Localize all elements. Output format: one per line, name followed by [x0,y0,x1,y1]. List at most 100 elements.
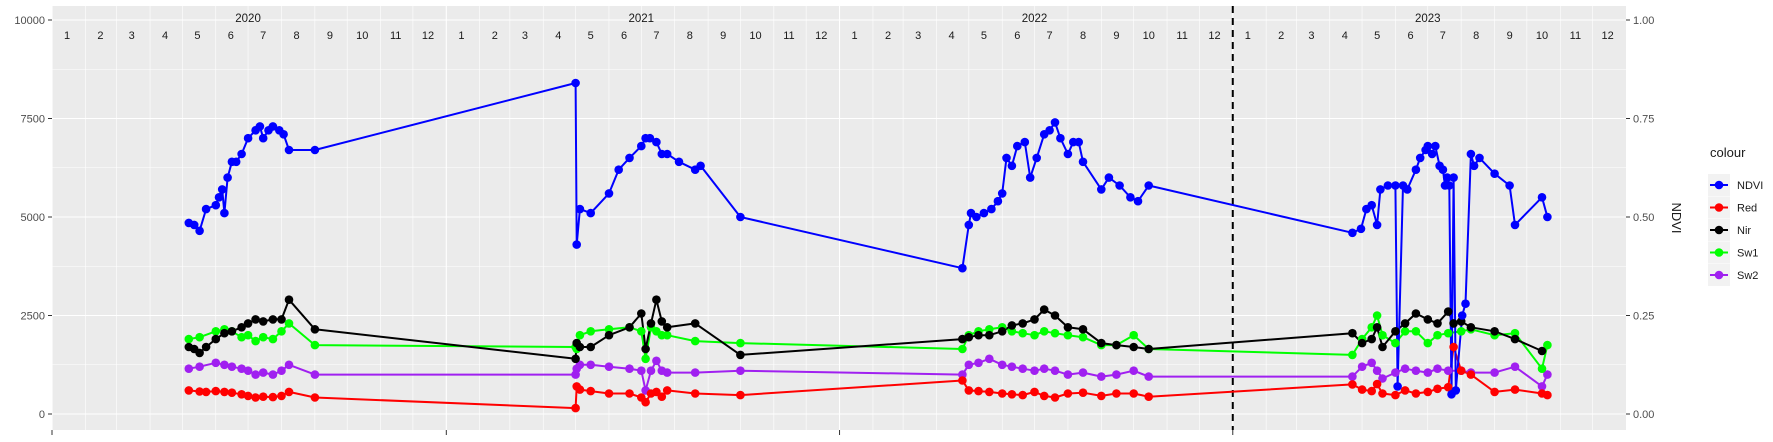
month-label: 8 [1473,30,1479,42]
data-point-sw1 [1443,328,1453,338]
year-label: 2023 [1415,13,1441,25]
data-point-sw2 [284,360,294,370]
data-point-ndvi [1423,141,1433,151]
y-left-tick-label: 5000 [21,212,45,224]
legend: colour NDVI Red Nir Sw1 Sw2 [1708,145,1763,286]
data-point-red [268,392,278,402]
data-point-nir [1039,305,1049,314]
data-point-nir [1078,325,1088,334]
data-point-red [1449,342,1458,352]
data-point-nir [604,330,614,340]
data-point-sw2 [1007,362,1017,372]
data-point-ndvi [1469,161,1479,171]
data-point-red [662,386,672,395]
data-point-sw1 [575,330,585,340]
data-point-nir [1490,327,1499,336]
data-point-sw2 [646,366,656,376]
data-point-sw1 [310,340,320,350]
data-point-nir [637,309,646,318]
data-point-sw2 [1378,374,1387,383]
series-lines [184,6,1552,430]
month-label: 2 [885,30,891,42]
data-point-red [1097,391,1106,401]
data-point-sw1 [586,327,595,336]
month-label: 8 [293,30,299,42]
data-point-nir [310,325,320,334]
month-label: 7 [1440,30,1446,42]
data-point-sw1 [1039,327,1049,336]
data-point-sw1 [1400,327,1410,336]
data-point-sw2 [1423,368,1433,377]
month-label: 10 [1536,30,1548,42]
month-label: 8 [687,30,693,42]
month-label: 4 [949,30,955,42]
data-point-ndvi [284,145,294,155]
data-point-ndvi [586,208,595,218]
month-label: 8 [1080,30,1086,42]
data-point-nir [1411,309,1421,318]
month-label: 12 [1602,30,1614,42]
data-point-nir [652,295,661,305]
month-label: 9 [1507,30,1513,42]
month-label: 5 [981,30,987,42]
data-point-sw1 [1372,311,1382,320]
data-point-ndvi [1013,141,1022,151]
data-point-red [1063,389,1073,398]
legend-key-point [1714,180,1724,190]
month-label: 1 [64,30,70,42]
data-point-ndvi [1045,126,1054,135]
data-point-sw2 [1490,368,1499,377]
data-point-sw1 [958,344,967,354]
data-point-sw1 [258,332,268,342]
data-point-red [974,386,983,396]
data-point-sw2 [736,366,745,376]
data-point-sw2 [985,354,994,364]
data-point-red [985,387,994,397]
month-label: 11 [1176,30,1187,42]
y-left-tick-label: 2500 [21,311,45,323]
data-point-sw2 [237,364,246,374]
month-label: 6 [1407,30,1413,42]
data-point-ndvi [964,220,974,230]
data-point-ndvi [987,204,996,214]
data-point-ndvi [625,153,634,163]
y-right-tick-label: 0.75 [1633,114,1654,126]
data-point-nir [211,334,221,344]
data-point-sw1 [1456,327,1466,336]
data-point-ndvi [1505,181,1514,190]
y-left-tick-label: 0 [39,409,45,421]
month-label: 4 [1342,30,1348,42]
data-point-nir [1367,334,1376,344]
data-point-sw2 [1400,364,1410,374]
y-right-tick-label: 0.50 [1633,212,1654,224]
y-right-tick-label: 1.00 [1633,15,1654,27]
data-point-ndvi [1372,220,1382,230]
data-point-sw2 [575,360,585,370]
data-point-sw1 [1411,327,1421,336]
data-point-red [1411,389,1421,398]
data-point-sw2 [604,362,614,372]
data-point-sw1 [1007,327,1017,336]
data-point-sw2 [625,364,634,374]
data-point-ndvi [1383,181,1393,190]
data-point-sw1 [985,325,994,334]
data-point-nir [1357,338,1367,348]
data-point-sw1 [1078,332,1088,342]
data-point-sw2 [220,360,229,370]
data-point-ndvi [201,204,211,214]
data-point-sw2 [1348,372,1357,381]
data-point-ndvi [1415,153,1425,163]
data-point-ndvi [1367,200,1376,210]
data-point-ndvi [279,130,288,139]
data-point-red [211,386,221,396]
legend-key-point [1714,270,1724,280]
data-point-ndvi [1427,149,1437,159]
data-point-nir [1348,328,1357,338]
month-label: 1 [458,30,464,42]
data-point-ndvi [1032,153,1041,163]
data-point-sw1 [251,336,260,346]
data-point-red [1490,387,1499,397]
month-label: 9 [720,30,726,42]
data-point-red [1144,392,1153,402]
